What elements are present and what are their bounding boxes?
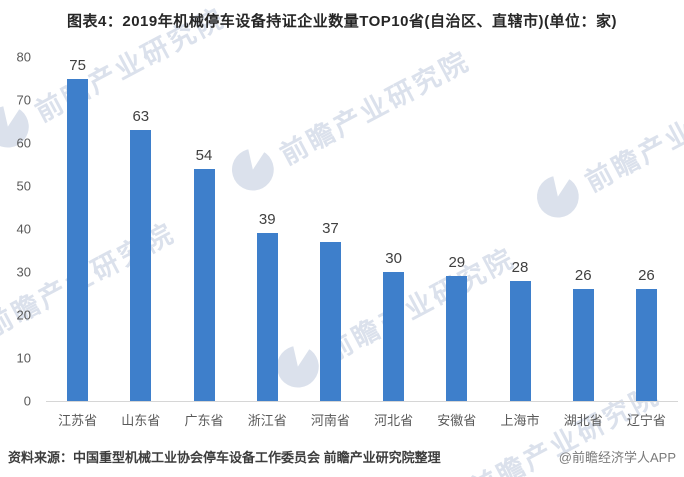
bar [572,289,594,401]
x-category-label: 辽宁省 [626,413,666,428]
bar [319,241,341,401]
bar-value-label: 26 [638,267,655,285]
y-tick-label: 70 [16,92,31,108]
bar-value-label: 75 [69,57,86,74]
bar-group: 30 河北省 [362,57,425,428]
x-category-label: 河北省 [374,413,414,428]
bar-value-label: 54 [195,146,213,164]
bar-group: 26 湖北省 [552,57,615,428]
bars-container: 75 江苏省 63 山东省 54 广东省 39 浙江省 37 河南省 30 河北省 29 安徽省 28 上海市… [46,57,678,428]
y-tick-label: 10 [16,350,31,366]
x-category-label: 湖北省 [563,413,603,428]
bar-value-label: 29 [448,254,466,272]
source-note: 资料来源：中国重型机械工业协会停车设备工作委员会 前瞻产业研究院整理 [8,450,441,465]
y-tick-label: 30 [16,264,31,280]
y-tick-label: 50 [16,178,31,194]
bar-group: 28 上海市 [488,57,551,428]
bar-group: 39 浙江省 [236,57,299,428]
x-category-label: 浙江省 [247,413,287,428]
chart-title: 图表4：2019年机械停车设备持证企业数量TOP10省(自治区、直辖市)(单位：… [67,13,617,30]
bar [509,280,531,401]
bar-group: 29 安徽省 [425,57,488,428]
bar [446,276,468,401]
x-category-label: 山东省 [121,413,161,428]
y-tick-label: 20 [16,307,31,323]
y-tick-label: 60 [16,135,31,151]
bar [67,79,89,401]
y-tick-label: 40 [16,221,31,237]
plot-area: 0 10 20 30 40 50 60 70 80 75 江苏省 63 山东省 54 广东省 39 浙江省 37… [17,50,678,428]
bar-value-label: 63 [132,108,150,126]
x-category-label: 江苏省 [58,413,98,428]
bar [256,233,278,401]
y-tick-label: 80 [16,49,31,65]
bar [635,289,657,401]
bar-value-label: 26 [574,267,592,285]
x-category-label: 河南省 [310,413,350,428]
bar-group: 75 江苏省 [46,57,109,428]
bar-value-label: 28 [511,258,529,276]
bar-value-label: 39 [258,211,276,229]
credit-note: @前瞻经济学人APP [558,450,676,465]
bar-group: 37 河南省 [299,57,362,428]
x-category-label: 广东省 [184,413,224,428]
x-category-label: 上海市 [500,413,540,428]
bar-group: 54 广东省 [172,57,235,428]
bar-group: 26 辽宁省 [615,57,678,428]
bar-value-label: 37 [322,219,339,237]
x-category-label: 安徽省 [437,413,477,428]
y-tick-label: 0 [23,393,31,409]
bar [193,168,215,401]
bar-value-label: 30 [385,250,402,267]
bar [130,130,152,401]
bar [383,272,405,401]
bar-group: 63 山东省 [109,57,172,428]
